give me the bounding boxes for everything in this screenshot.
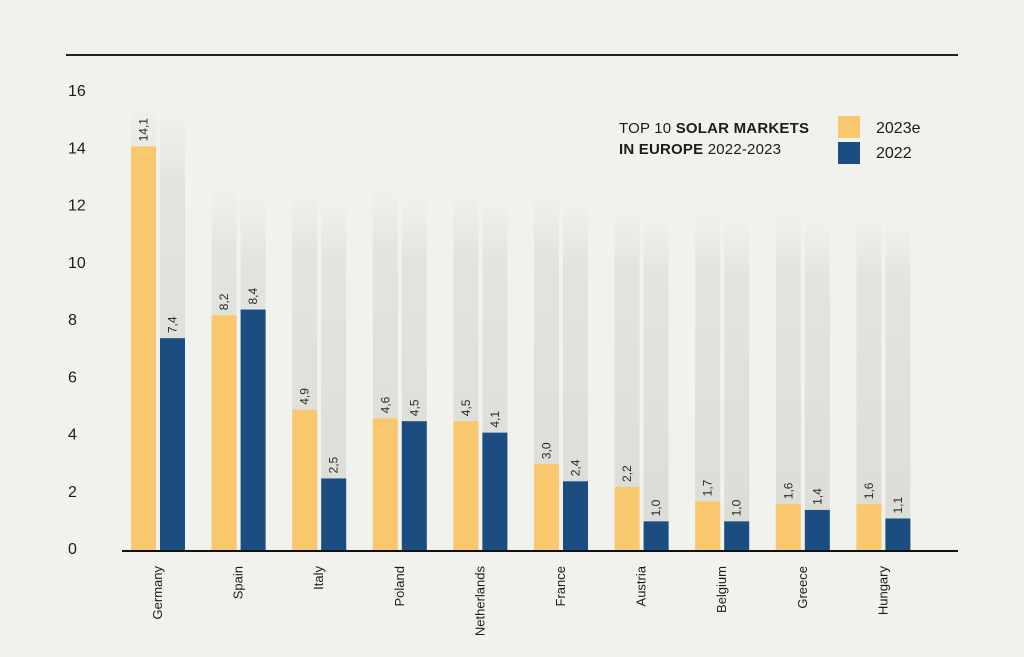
category-label-greece: Greece bbox=[795, 566, 810, 609]
value-label-hungary-2023e: 1,6 bbox=[862, 482, 876, 499]
category-label-belgium: Belgium bbox=[714, 566, 729, 613]
y-tick-0: 0 bbox=[68, 541, 77, 558]
category-label-netherlands: Netherlands bbox=[472, 566, 487, 637]
category-label-germany: Germany bbox=[150, 566, 165, 620]
chart-title-line-1: TOP 10 SOLAR MARKETS bbox=[619, 120, 809, 137]
bar-belgium-2022 bbox=[724, 521, 750, 550]
bar-austria-2022 bbox=[643, 521, 669, 550]
y-tick-10: 10 bbox=[68, 255, 86, 272]
value-label-france-2023e: 3,0 bbox=[540, 442, 554, 459]
bar-bg-austria-2022 bbox=[643, 213, 669, 550]
bar-poland-2022 bbox=[401, 421, 427, 550]
bar-bg-hungary-2022 bbox=[885, 220, 911, 550]
category-label-hungary: Hungary bbox=[875, 566, 890, 616]
value-label-greece-2022: 1,4 bbox=[810, 488, 824, 505]
bar-spain-2023e bbox=[211, 315, 237, 550]
value-label-italy-2022: 2,5 bbox=[327, 456, 341, 473]
y-tick-12: 12 bbox=[68, 198, 86, 215]
bar-germany-2023e bbox=[131, 146, 156, 550]
bar-poland-2023e bbox=[372, 418, 398, 550]
bar-greece-2022 bbox=[804, 509, 830, 550]
value-label-belgium-2022: 1,0 bbox=[730, 499, 744, 516]
value-labels: 14,1 7,4 8,2 8,4 4,9 2,5 4,6 4,5 4,5 4,1 3,0 2,4 2,2… bbox=[137, 118, 905, 517]
chart-title: TOP 10 SOLAR MARKETS IN EUROPE 2022-2023 bbox=[619, 120, 809, 158]
bar-belgium-2023e bbox=[695, 501, 721, 550]
bar-hungary-2022 bbox=[885, 518, 911, 550]
value-label-spain-2022: 8,4 bbox=[246, 288, 260, 305]
bar-bg-belgium-2023e bbox=[695, 208, 721, 550]
value-label-austria-2022: 1,0 bbox=[649, 499, 663, 516]
value-label-poland-2022: 4,5 bbox=[407, 399, 421, 416]
bar-bg-belgium-2022 bbox=[724, 216, 750, 550]
value-label-greece-2023e: 1,6 bbox=[781, 482, 795, 499]
bar-bg-greece-2022 bbox=[804, 218, 830, 550]
legend-swatch-2023e bbox=[838, 116, 860, 138]
chart-title-line-2: IN EUROPE 2022-2023 bbox=[619, 141, 781, 158]
bar-france-2023e bbox=[534, 464, 559, 550]
value-label-spain-2023e: 8,2 bbox=[217, 293, 231, 310]
category-label-france: France bbox=[553, 566, 568, 606]
bar-italy-2022 bbox=[321, 478, 347, 550]
legend-label-2022: 2022 bbox=[876, 145, 912, 162]
category-label-italy: Italy bbox=[311, 566, 326, 590]
y-tick-2: 2 bbox=[68, 484, 77, 501]
bars bbox=[131, 146, 911, 550]
value-label-netherlands-2022: 4,1 bbox=[488, 411, 502, 428]
value-label-poland-2023e: 4,6 bbox=[378, 396, 392, 413]
bar-austria-2023e bbox=[614, 487, 640, 550]
category-label-poland: Poland bbox=[392, 566, 407, 606]
bar-italy-2023e bbox=[292, 409, 318, 550]
y-axis: 0 2 4 6 8 10 12 14 16 bbox=[68, 83, 86, 558]
value-label-germany-2022: 7,4 bbox=[166, 316, 180, 333]
legend-label-2023e: 2023e bbox=[876, 120, 921, 137]
value-label-italy-2023e: 4,9 bbox=[298, 388, 312, 405]
y-tick-14: 14 bbox=[68, 140, 86, 157]
y-tick-16: 16 bbox=[68, 83, 86, 100]
legend-swatch-2022 bbox=[838, 142, 860, 164]
bar-spain-2022 bbox=[240, 309, 266, 550]
bar-netherlands-2022 bbox=[482, 432, 508, 550]
category-labels: Germany Spain Italy Poland Netherlands France… bbox=[150, 565, 890, 636]
y-tick-8: 8 bbox=[68, 312, 77, 329]
value-label-austria-2023e: 2,2 bbox=[620, 465, 634, 482]
bar-greece-2023e bbox=[775, 504, 801, 550]
category-label-spain: Spain bbox=[231, 566, 246, 599]
bar-france-2022 bbox=[563, 481, 588, 550]
bar-germany-2022 bbox=[160, 338, 185, 550]
bar-netherlands-2023e bbox=[453, 421, 479, 550]
bar-hungary-2023e bbox=[856, 504, 882, 550]
legend: 2023e 2022 bbox=[838, 116, 921, 164]
y-tick-4: 4 bbox=[68, 427, 77, 444]
value-label-france-2022: 2,4 bbox=[569, 459, 583, 476]
category-label-austria: Austria bbox=[634, 565, 649, 606]
y-tick-6: 6 bbox=[68, 369, 77, 386]
value-label-hungary-2022: 1,1 bbox=[891, 497, 905, 514]
bar-bg-greece-2023e bbox=[775, 210, 801, 550]
bar-bg-hungary-2023e bbox=[856, 212, 882, 550]
value-label-germany-2023e: 14,1 bbox=[137, 118, 151, 142]
value-label-belgium-2023e: 1,7 bbox=[701, 479, 715, 496]
value-label-netherlands-2023e: 4,5 bbox=[459, 399, 473, 416]
